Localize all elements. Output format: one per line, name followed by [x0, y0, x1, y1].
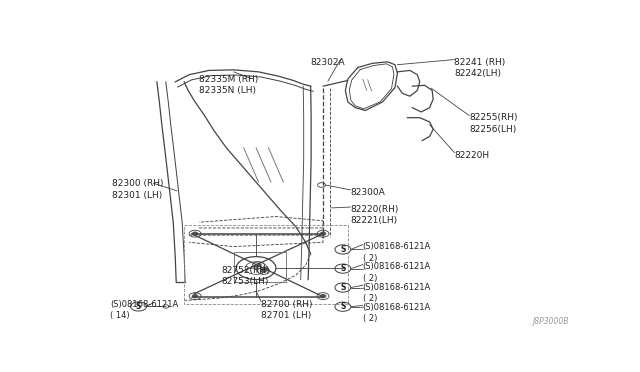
Text: J8P3000B: J8P3000B: [532, 317, 568, 326]
Circle shape: [321, 232, 326, 235]
Circle shape: [261, 269, 266, 272]
Text: (S)08168-6121A
( 2): (S)08168-6121A ( 2): [363, 242, 431, 263]
Text: 82335M (RH)
82335N (LH): 82335M (RH) 82335N (LH): [199, 75, 259, 95]
Text: 82241 (RH)
82242(LH): 82241 (RH) 82242(LH): [454, 58, 506, 78]
Text: 82700 (RH)
82701 (LH): 82700 (RH) 82701 (LH): [261, 299, 312, 320]
Text: (S)08168-6121A
( 14): (S)08168-6121A ( 14): [110, 299, 178, 320]
Text: 82220H: 82220H: [454, 151, 490, 160]
Text: 82220(RH)
82221(LH): 82220(RH) 82221(LH): [350, 205, 399, 225]
Text: S: S: [340, 245, 346, 254]
Text: 82300 (RH)
82301 (LH): 82300 (RH) 82301 (LH): [112, 179, 164, 200]
Text: S: S: [136, 302, 141, 311]
Circle shape: [256, 264, 261, 267]
Circle shape: [193, 232, 198, 235]
Text: 82752(RH)
82753(LH): 82752(RH) 82753(LH): [221, 266, 270, 286]
Text: (S)08168-6121A
( 2): (S)08168-6121A ( 2): [363, 262, 431, 283]
Text: S: S: [340, 302, 346, 311]
Text: 82300A: 82300A: [350, 188, 385, 197]
Circle shape: [193, 295, 198, 298]
Text: S: S: [340, 283, 346, 292]
Text: (S)08168-6121A
( 2): (S)08168-6121A ( 2): [363, 303, 431, 324]
Text: (S)08168-6121A
( 2): (S)08168-6121A ( 2): [363, 283, 431, 304]
Text: 82255(RH)
82256(LH): 82255(RH) 82256(LH): [469, 113, 518, 134]
Text: 82302A: 82302A: [310, 58, 345, 67]
Circle shape: [321, 295, 326, 298]
Text: S: S: [340, 264, 346, 273]
